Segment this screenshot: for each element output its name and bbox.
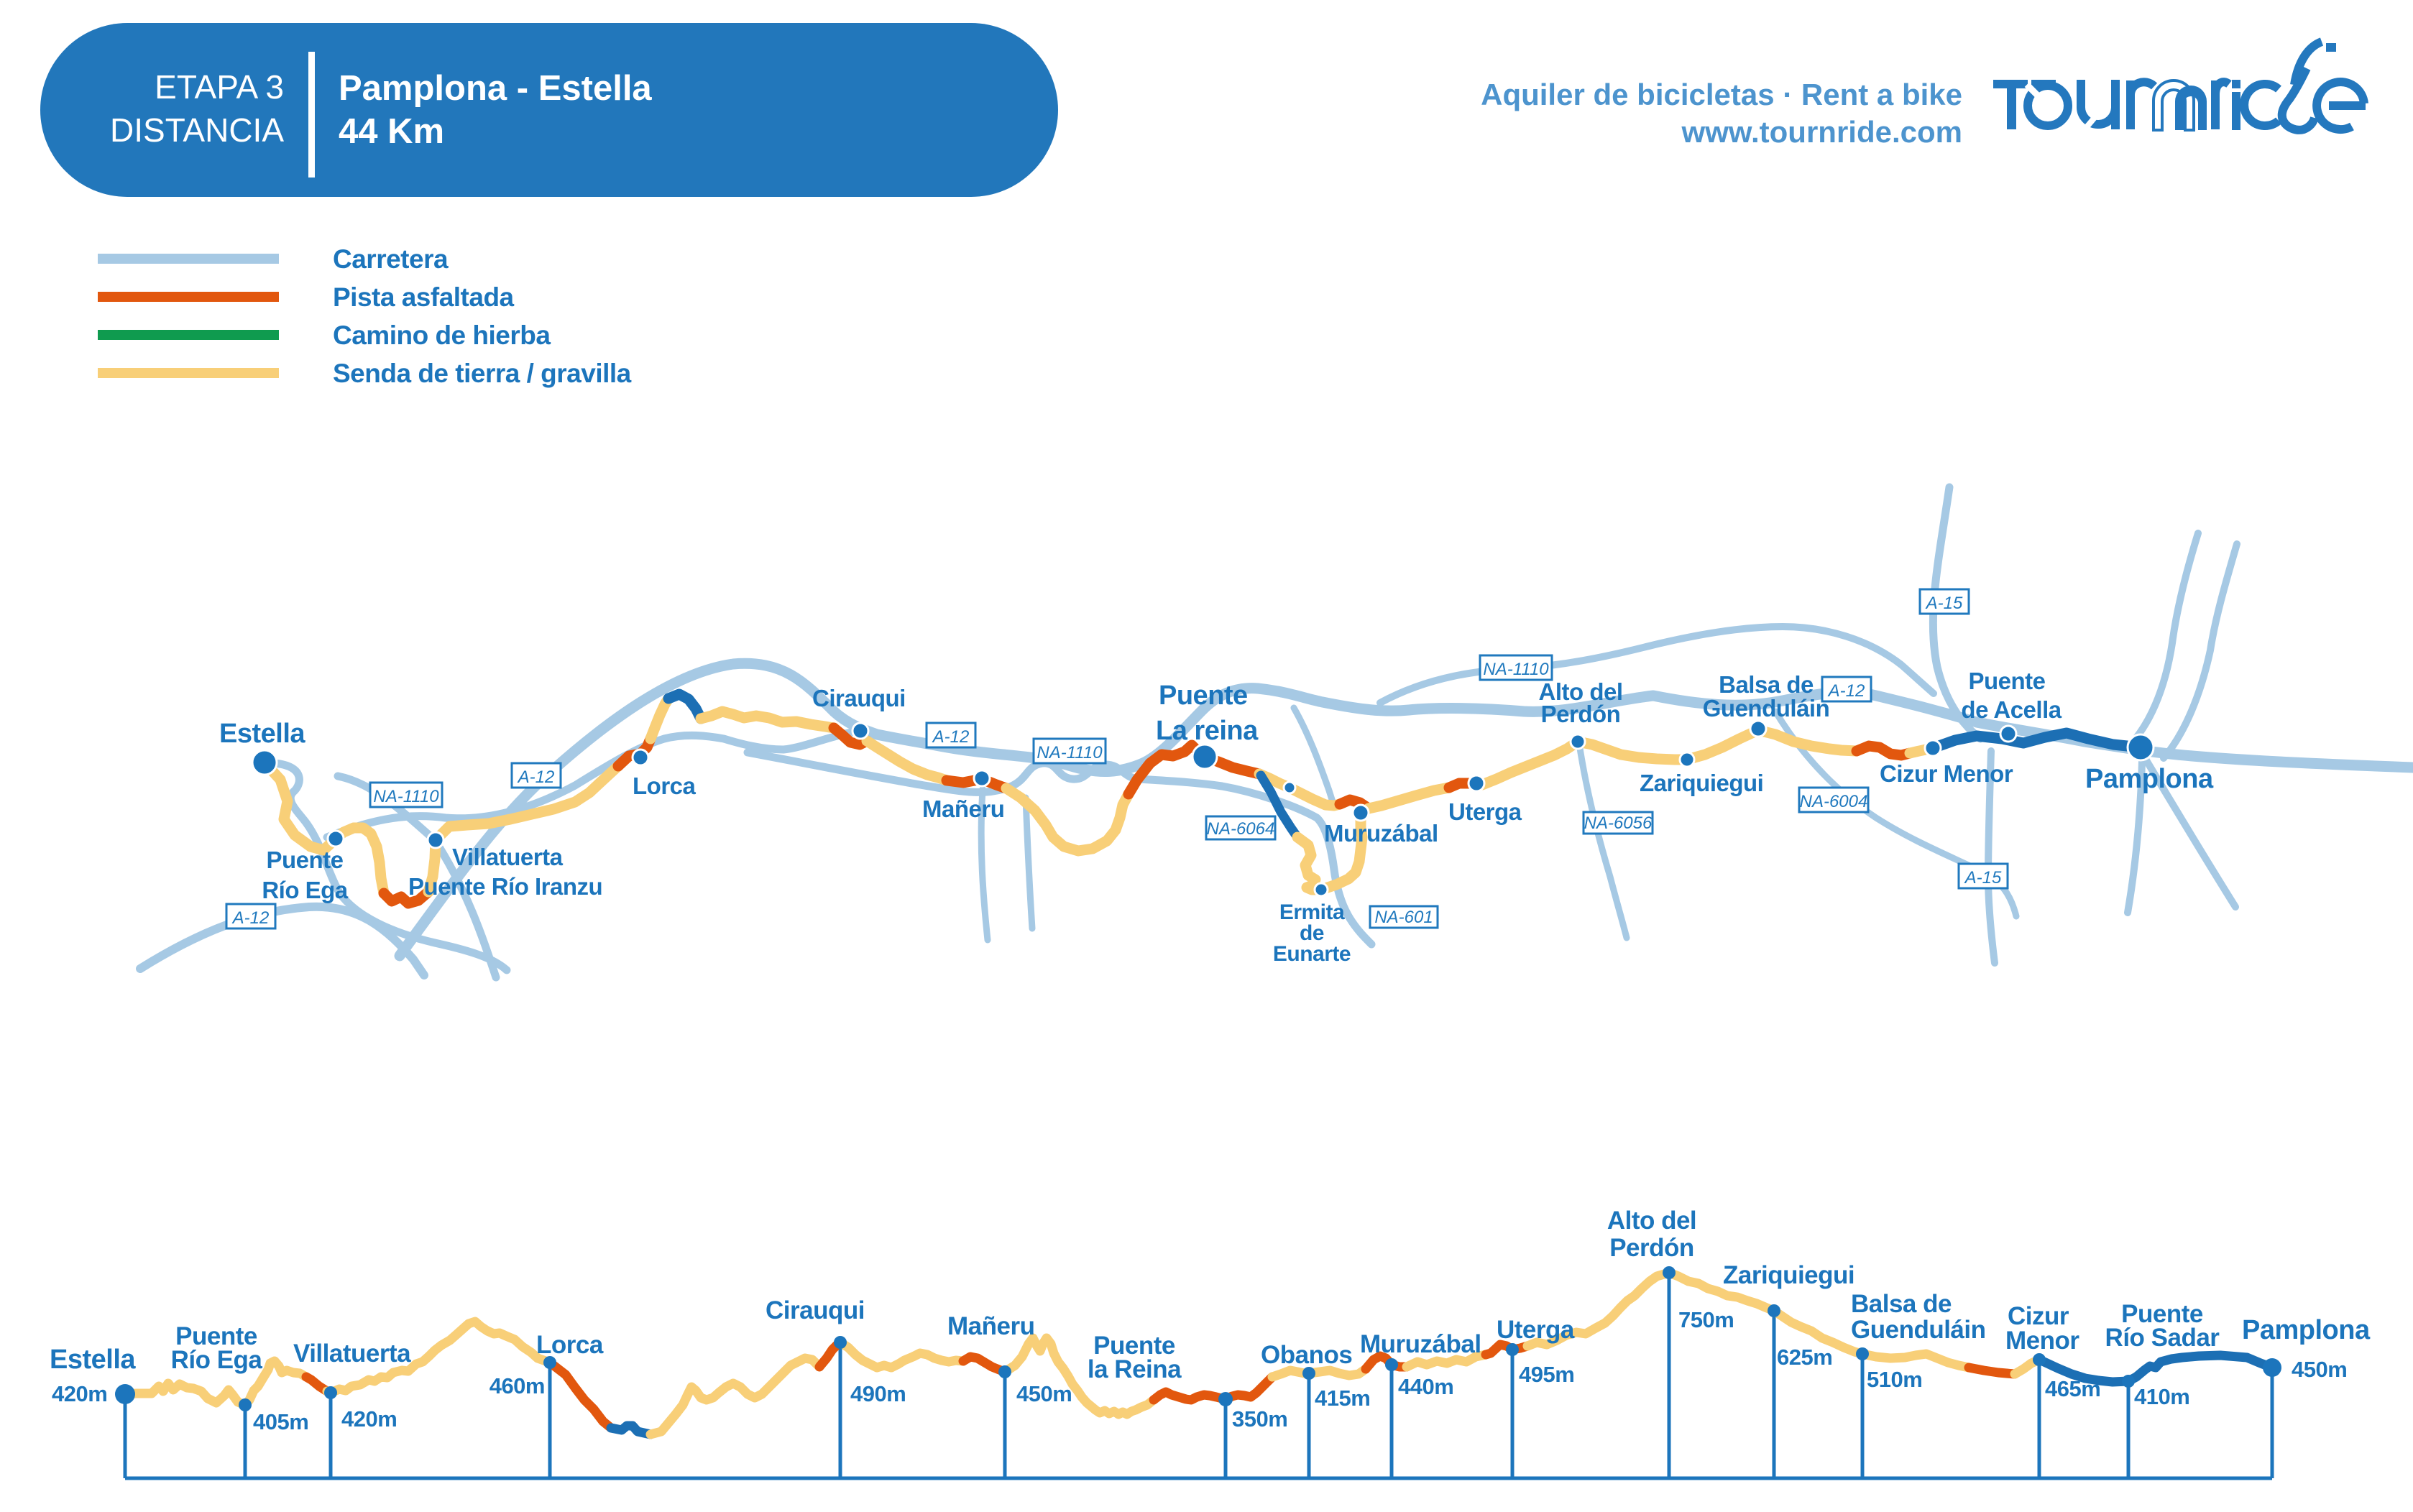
svg-text:NA-1110: NA-1110 (1483, 660, 1549, 679)
svg-text:Pamplona: Pamplona (2085, 764, 2214, 794)
svg-text:NA-1110: NA-1110 (373, 787, 439, 806)
svg-text:Perdón: Perdón (1609, 1234, 1694, 1262)
svg-text:Río Ega: Río Ega (262, 877, 348, 903)
svg-text:A-15: A-15 (1964, 868, 2002, 888)
svg-text:Villatuerta: Villatuerta (452, 844, 564, 870)
svg-text:440m: 440m (1398, 1374, 1453, 1399)
svg-text:Cizur: Cizur (2008, 1302, 2069, 1330)
svg-text:Cirauqui: Cirauqui (766, 1296, 865, 1324)
svg-text:420m: 420m (52, 1381, 107, 1406)
svg-text:Cirauqui: Cirauqui (812, 685, 906, 711)
svg-text:A-12: A-12 (231, 908, 270, 928)
svg-text:la Reina: la Reina (1088, 1355, 1182, 1383)
svg-text:www.tournride.com: www.tournride.com (1681, 115, 1962, 149)
svg-text:625m: 625m (1777, 1345, 1832, 1370)
svg-text:Mañeru: Mañeru (922, 796, 1004, 822)
svg-text:Ermita: Ermita (1279, 900, 1345, 924)
svg-text:465m: 465m (2045, 1376, 2100, 1401)
svg-text:Eunarte: Eunarte (1273, 942, 1351, 966)
svg-text:La reina: La reina (1156, 716, 1259, 746)
svg-text:Muruzábal: Muruzábal (1324, 820, 1438, 847)
svg-text:NA-6064: NA-6064 (1207, 819, 1275, 839)
svg-text:Puente: Puente (1093, 1332, 1175, 1360)
svg-text:Río Sadar: Río Sadar (2105, 1324, 2220, 1352)
svg-text:410m: 410m (2134, 1384, 2189, 1409)
svg-text:415m: 415m (1315, 1386, 1370, 1411)
svg-text:de Acella: de Acella (1961, 696, 2062, 723)
svg-text:Zariquiegui: Zariquiegui (1640, 770, 1763, 796)
svg-text:Balsa de: Balsa de (1851, 1290, 1952, 1318)
svg-text:Río Ega: Río Ega (171, 1346, 263, 1374)
svg-text:NA-6004: NA-6004 (1800, 792, 1868, 811)
svg-text:Puente: Puente (1968, 668, 2045, 694)
svg-text:NA-601: NA-601 (1374, 908, 1433, 927)
svg-text:de: de (1300, 921, 1324, 945)
svg-text:Estella: Estella (219, 719, 305, 749)
svg-text:A-15: A-15 (1925, 594, 1963, 613)
svg-text:Guenduláin: Guenduláin (1851, 1316, 1986, 1344)
svg-text:405m: 405m (253, 1409, 308, 1434)
svg-text:Pamplona - Estella: Pamplona - Estella (339, 69, 652, 108)
svg-text:Balsa de: Balsa de (1719, 671, 1814, 698)
svg-text:Lorca: Lorca (633, 773, 697, 799)
svg-text:Guenduláin: Guenduláin (1703, 695, 1830, 722)
svg-text:Senda de tierra / gravilla: Senda de tierra / gravilla (333, 359, 632, 388)
svg-text:Pista asfaltada: Pista asfaltada (333, 282, 515, 312)
svg-text:Cizur Menor: Cizur Menor (1880, 760, 2013, 787)
svg-text:44 Km: 44 Km (339, 112, 444, 151)
svg-text:420m: 420m (341, 1406, 397, 1432)
svg-text:Uterga: Uterga (1448, 798, 1522, 825)
svg-text:NA-6056: NA-6056 (1584, 813, 1653, 833)
svg-text:Menor: Menor (2005, 1327, 2079, 1355)
svg-text:A-12: A-12 (517, 767, 555, 787)
svg-text:Puente: Puente (266, 847, 343, 873)
svg-text:490m: 490m (850, 1381, 906, 1406)
svg-text:750m: 750m (1678, 1307, 1734, 1332)
svg-text:Villatuerta: Villatuerta (293, 1340, 411, 1368)
svg-text:Mañeru: Mañeru (947, 1312, 1034, 1340)
svg-text:Puente Río Iranzu: Puente Río Iranzu (408, 873, 602, 900)
svg-text:NA-1110: NA-1110 (1037, 743, 1103, 762)
svg-text:Perdón: Perdón (1541, 701, 1621, 727)
svg-text:450m: 450m (2292, 1357, 2347, 1382)
svg-text:Puente: Puente (2121, 1300, 2203, 1328)
svg-text:510m: 510m (1867, 1367, 1922, 1392)
svg-text:450m: 450m (1016, 1381, 1072, 1406)
svg-text:A-12: A-12 (932, 727, 970, 747)
svg-text:460m: 460m (490, 1373, 545, 1398)
svg-text:Carretera: Carretera (333, 244, 449, 274)
svg-text:Puente: Puente (175, 1322, 257, 1350)
svg-text:Alto del: Alto del (1539, 678, 1623, 705)
svg-text:350m: 350m (1232, 1406, 1287, 1432)
svg-text:Obanos: Obanos (1261, 1341, 1352, 1369)
svg-text:495m: 495m (1519, 1362, 1574, 1387)
svg-text:ETAPA 3: ETAPA 3 (155, 68, 284, 106)
svg-text:Zariquiegui: Zariquiegui (1723, 1261, 1854, 1289)
svg-text:Uterga: Uterga (1497, 1316, 1575, 1344)
svg-text:Muruzábal: Muruzábal (1360, 1330, 1481, 1358)
svg-text:Puente: Puente (1159, 681, 1248, 711)
svg-text:Alto del: Alto del (1607, 1207, 1696, 1235)
svg-text:Camino de hierba: Camino de hierba (333, 321, 551, 350)
svg-text:Aquiler de bicicletas · Rent a: Aquiler de bicicletas · Rent a bike (1481, 78, 1962, 111)
svg-text:Lorca: Lorca (536, 1331, 604, 1359)
svg-text:Estella: Estella (50, 1345, 136, 1375)
svg-text:Pamplona: Pamplona (2242, 1315, 2371, 1345)
svg-text:DISTANCIA: DISTANCIA (110, 111, 284, 149)
svg-text:A-12: A-12 (1827, 681, 1865, 701)
